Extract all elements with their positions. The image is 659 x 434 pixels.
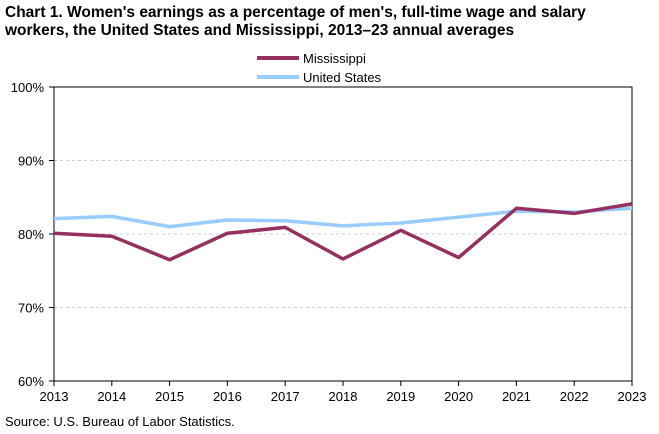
series-line-mississippi	[53, 202, 633, 262]
x-tick-label: 2017	[271, 389, 300, 404]
x-axis: 2013 2014 2015 2016 2017 2018 2019 2020 2021 2022…	[40, 381, 647, 404]
x-tick-label: 2019	[386, 389, 415, 404]
x-tick-label: 2016	[213, 389, 242, 404]
y-tick-label: 60%	[18, 374, 44, 389]
y-tick-label: 90%	[18, 154, 44, 169]
source-note: Source: U.S. Bureau of Labor Statistics.	[5, 414, 235, 429]
legend-label: United States	[303, 70, 382, 85]
x-tick-label: 2018	[329, 389, 358, 404]
y-tick-label: 70%	[18, 301, 44, 316]
legend: Mississippi United States	[257, 51, 382, 85]
gridlines	[54, 160, 632, 308]
y-tick-label: 100%	[11, 80, 45, 95]
x-tick-label: 2022	[560, 389, 589, 404]
chart-title-line-2: workers, the United States and Mississip…	[5, 22, 515, 39]
x-tick-label: 2023	[618, 389, 647, 404]
legend-label: Mississippi	[303, 51, 366, 66]
chart-title-line-1: Chart 1. Women's earnings as a percentag…	[5, 4, 586, 21]
y-axis: 60% 70% 80% 90% 100%	[11, 80, 54, 389]
x-tick-label: 2020	[444, 389, 473, 404]
x-tick-label: 2021	[502, 389, 531, 404]
x-tick-label: 2015	[155, 389, 184, 404]
chart-title: Chart 1. Women's earnings as a percentag…	[5, 4, 655, 40]
x-tick-label: 2014	[97, 389, 126, 404]
series-lines	[53, 202, 633, 262]
x-tick-label: 2013	[40, 389, 69, 404]
y-tick-label: 80%	[18, 227, 44, 242]
